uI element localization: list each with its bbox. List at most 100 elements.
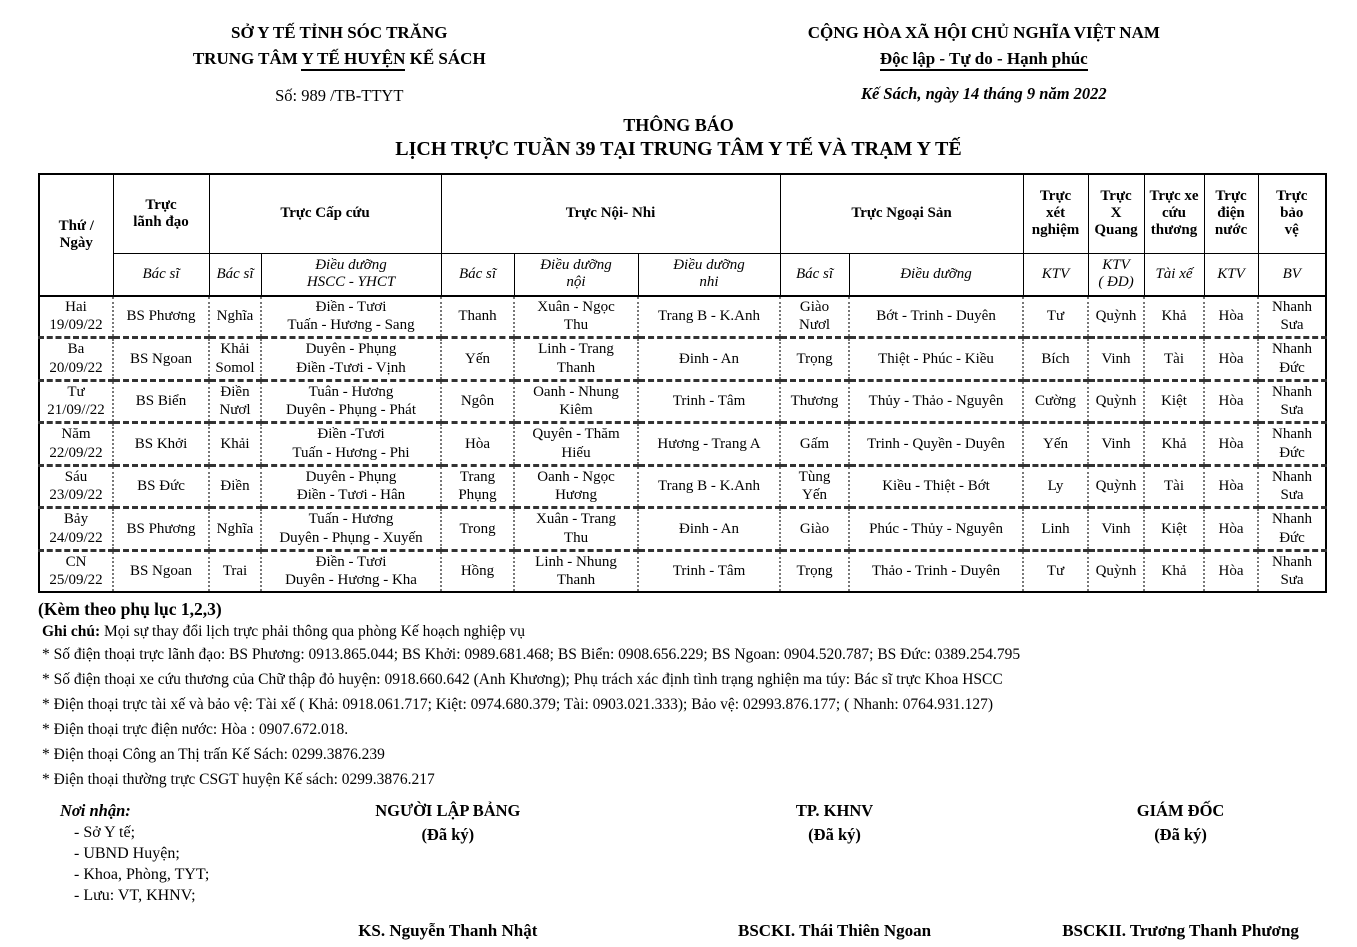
cell-day: Bảy 24/09/22 — [38, 506, 114, 551]
sub-xq-ktv: KTV ( ĐD) — [1087, 253, 1145, 297]
cell-electric: Hòa — [1203, 378, 1260, 423]
table-header-roles: Bác sĩ Bác sĩ Điều dưỡng HSCC - YHCT Bác… — [39, 253, 1327, 297]
cell-xn: Yến — [1022, 421, 1090, 466]
cell-leader: BS Khởi — [112, 421, 210, 466]
note-phone-electric: * Điện thoại trực điện nước: Hòa : 0907.… — [42, 720, 349, 738]
cell-ngoai-nurse: Bớt - Trinh - Duyên — [848, 294, 1025, 338]
signature-block-director: GIÁM ĐỐC (Đã ký) BSCKII. Trương Thanh Ph… — [1045, 801, 1316, 941]
cell-xq: Vinh — [1087, 506, 1146, 551]
cell-xn: Ly — [1022, 463, 1090, 508]
cell-electric: Hòa — [1203, 336, 1260, 381]
cell-noi-doctor: Thanh — [440, 294, 516, 338]
cell-xq: Quỳnh — [1087, 463, 1146, 508]
cell-day: Ba 20/09/22 — [38, 336, 114, 381]
cell-electric: Hòa — [1203, 548, 1260, 593]
sub-ngoai-dieuduong: Điều dưỡng — [848, 253, 1024, 297]
cell-driver: Tài — [1143, 336, 1206, 381]
cell-electric: Hòa — [1203, 421, 1260, 466]
recipient-item: - Khoa, Phòng, TYT; — [74, 865, 210, 883]
cell-noi-nurse: Quyên - Thăm Hiếu — [513, 421, 640, 466]
recipient-item: - UBND Huyện; — [74, 844, 180, 862]
cell-leader: BS Ngoan — [112, 336, 210, 381]
sub-capcuu-dieuduong: Điều dưỡng HSCC - YHCT — [260, 253, 442, 297]
cell-nhi-nurse: Hương - Trang A — [637, 421, 782, 466]
note-phone-police: * Điện thoại Công an Thị trấn Kế Sách: 0… — [42, 745, 385, 763]
table-row: Tư 21/09//22 BS Biển Điền Nươl Tuân - Hương… — [38, 378, 1328, 423]
group-diennuoc: Trực điện nước — [1203, 173, 1259, 255]
cell-noi-doctor: Trong — [440, 506, 516, 551]
cell-noi-doctor: Hòa — [440, 421, 516, 466]
group-leader: Trực lãnh đạo — [112, 173, 210, 255]
signer-name: KS. Nguyễn Thanh Nhật — [358, 920, 538, 940]
cell-driver: Kiệt — [1143, 378, 1206, 423]
agency-name-underlined: Y TẾ HUYỆN — [301, 49, 406, 72]
sub-xn-ktv: KTV — [1022, 253, 1089, 297]
cell-guard: Nhanh Đức — [1257, 336, 1328, 381]
cell-leader: BS Ngoan — [112, 548, 210, 593]
cell-ngoai-nurse: Kiều - Thiệt - Bớt — [848, 463, 1025, 508]
cell-leader: BS Phương — [112, 506, 210, 551]
cell-noi-doctor: Trang Phụng — [440, 463, 516, 508]
cell-nhi-nurse: Trang B - K.Anh — [637, 294, 782, 338]
group-xecuuthuong: Trực xe cứu thương — [1143, 173, 1205, 255]
signature-title: NGƯỜI LẬP BẢNG — [375, 800, 521, 820]
cell-xq: Vinh — [1087, 336, 1146, 381]
cell-ngoai-doctor: Gấm — [779, 421, 851, 466]
group-capcuu: Trực Cấp cứu — [208, 173, 442, 255]
signature-title: TP. KHNV — [795, 800, 874, 820]
signed-note: (Đã ký) — [808, 824, 861, 844]
cell-xq: Vinh — [1087, 421, 1146, 466]
table-header: Thứ / Ngày Trực lãnh đạo Trực Cấp cứu Tr… — [38, 173, 1327, 297]
note-phone-traffic-police: * Điện thoại thường trực CSGT huyện Kế s… — [42, 770, 435, 788]
cell-ngoai-doctor: Trọng — [779, 548, 851, 593]
cell-xq: Quỳnh — [1087, 378, 1146, 423]
cell-ngoai-doctor: Trọng — [779, 336, 851, 381]
cell-guard: Nhanh Sưa — [1257, 463, 1328, 508]
cell-electric: Hòa — [1203, 294, 1260, 338]
cell-noi-doctor: Yến — [440, 336, 516, 381]
agency-parent: SỞ Y TẾ TỈNH SÓC TRĂNG — [230, 23, 448, 42]
sub-dieuduong-noi: Điều dưỡng nội — [513, 253, 639, 297]
cell-guard: Nhanh Sưa — [1257, 548, 1328, 593]
note-phone-leaders: * Số điện thoại trực lãnh đạo: BS Phương… — [42, 646, 1021, 664]
agency-name-post: KẾ SÁCH — [405, 49, 486, 69]
title-line2: LỊCH TRỰC TUẦN 39 TẠI TRUNG TÂM Y TẾ VÀ … — [395, 137, 962, 160]
sub-baove-bv: BV — [1257, 253, 1327, 297]
place-date-line: Kế Sách, ngày 14 tháng 9 năm 2022 — [860, 83, 1107, 103]
cell-ngoai-nurse: Thiệt - Phúc - Kiều — [848, 336, 1025, 381]
cell-guard: Nhanh Đức — [1257, 506, 1328, 551]
cell-er-nurse: Tuấn - Hương Duyên - Phụng - Xuyến — [259, 506, 443, 551]
cell-driver: Khả — [1143, 421, 1206, 466]
cell-xn: Cường — [1022, 378, 1090, 423]
signature-block-preparer: NGƯỜI LẬP BẢNG (Đã ký) KS. Nguyễn Thanh … — [271, 801, 624, 941]
cell-nhi-nurse: Trinh - Tâm — [637, 548, 782, 593]
signer-name: BSCKI. Thái Thiên Ngoan — [738, 920, 932, 940]
signature-title: GIÁM ĐỐC — [1136, 800, 1225, 820]
cell-day: Năm 22/09/22 — [38, 421, 114, 466]
issuing-agency-block: SỞ Y TẾ TỈNH SÓC TRĂNG TRUNG TÂM Y TẾ HU… — [0, 20, 679, 106]
cell-xn: Linh — [1022, 506, 1090, 551]
table-row: Ba 20/09/22 BS Ngoan Khải Somol Duyên - Phụ… — [38, 336, 1328, 381]
group-xetnghiem: Trực xét nghiệm — [1022, 173, 1089, 255]
national-title: CỘNG HÒA XÃ HỘI CHỦ NGHĨA VIỆT NAM — [807, 23, 1160, 42]
sub-capcuu-bacsi: Bác sĩ — [208, 253, 262, 297]
cell-ngoai-nurse: Trinh - Quyền - Duyên — [848, 421, 1025, 466]
ghi-chu-line: Ghi chú: Mọi sự thay đổi lịch trực phải … — [38, 623, 1357, 641]
sub-ngoai-bacsi: Bác sĩ — [779, 253, 850, 297]
sub-diennuoc-ktv: KTV — [1203, 253, 1259, 297]
cell-noi-nurse: Xuân - Trang Thu — [513, 506, 640, 551]
cell-electric: Hòa — [1203, 506, 1260, 551]
cell-nhi-nurse: Đinh - An — [637, 506, 782, 551]
sub-dieuduong-nhi: Điều dưỡng nhi — [637, 253, 781, 297]
table-row: CN 25/09/22 BS Ngoan Trai Điền - Tươi Duyên… — [38, 548, 1328, 593]
cell-ngoai-nurse: Phúc - Thủy - Nguyên — [848, 506, 1025, 551]
cell-nhi-nurse: Đinh - An — [637, 336, 782, 381]
title-line1: THÔNG BÁO — [623, 114, 734, 135]
cell-noi-nurse: Xuân - Ngọc Thu — [513, 294, 640, 338]
national-motto-block: CỘNG HÒA XÃ HỘI CHỦ NGHĨA VIỆT NAM Độc l… — [679, 20, 1290, 106]
table-row: Năm 22/09/22 BS Khởi Khải Điền -Tươi Tuấn -… — [38, 421, 1328, 466]
cell-ngoai-doctor: Thương — [779, 378, 851, 423]
cell-ngoai-nurse: Thủy - Thảo - Nguyên — [848, 378, 1025, 423]
cell-day: CN 25/09/22 — [38, 548, 114, 593]
